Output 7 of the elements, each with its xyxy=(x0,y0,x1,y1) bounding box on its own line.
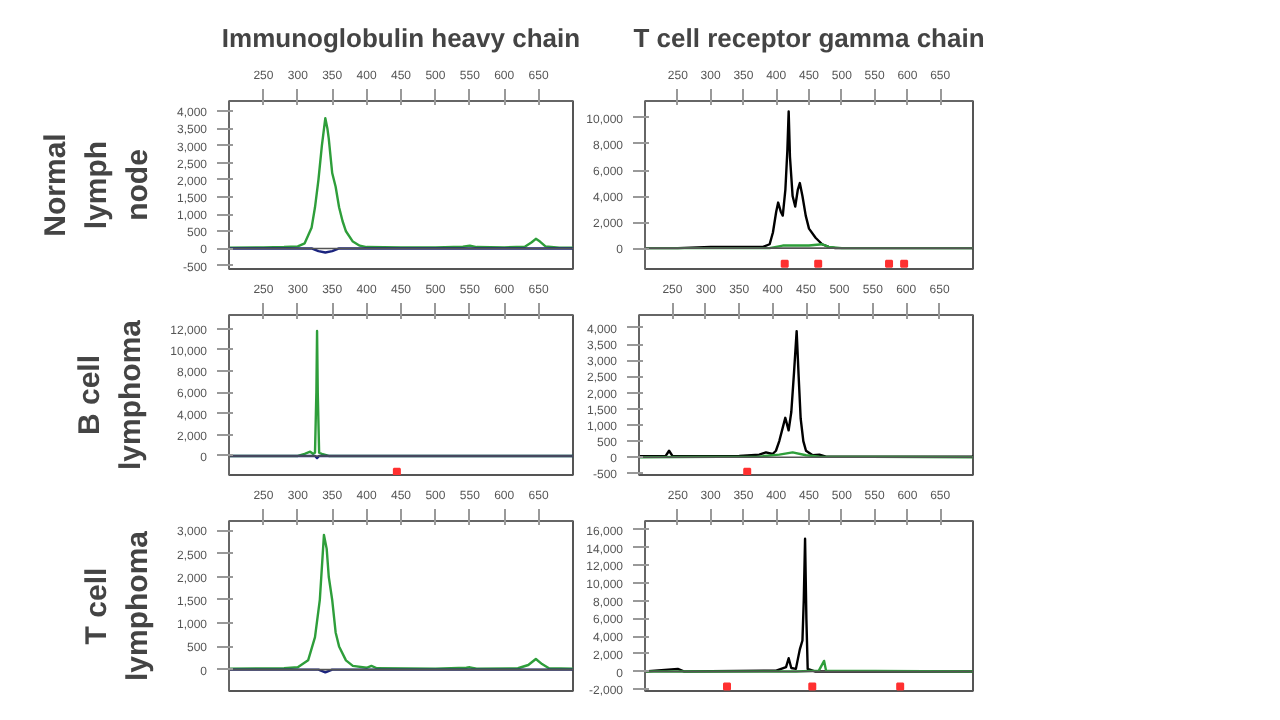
y-axis-title: T cell lymphoma xyxy=(80,529,155,682)
y-axis-title: B cell lymphoma xyxy=(73,318,149,471)
line-series xyxy=(639,329,973,458)
chart-title: T cell receptor gamma chain xyxy=(633,23,985,53)
line-series xyxy=(229,533,573,670)
chart-title: Immunoglobulin heavy chain xyxy=(221,23,581,53)
y-axis-title: Normal lymph node xyxy=(39,133,155,237)
